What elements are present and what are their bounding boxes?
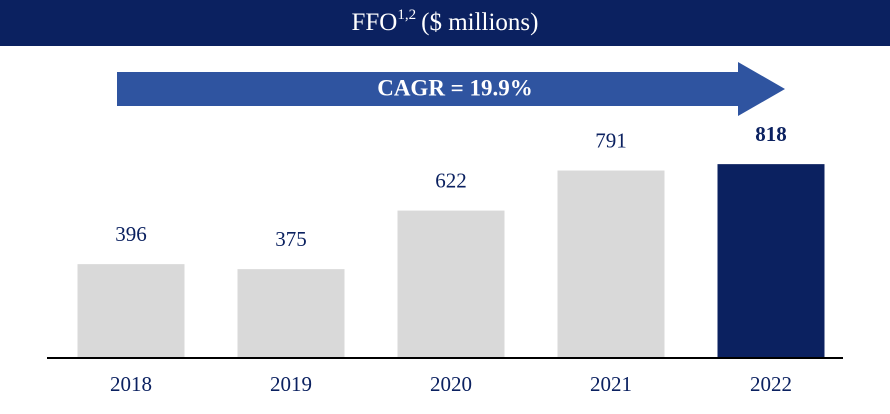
value-label: 791 (595, 128, 627, 152)
x-tick-label: 2021 (590, 372, 632, 396)
title-suffix: ($ millions) (421, 9, 538, 36)
bar (557, 170, 665, 358)
value-label: 818 (755, 122, 787, 146)
bar (237, 269, 345, 358)
bar (397, 210, 505, 358)
value-label: 375 (275, 227, 307, 251)
title-main: FFO (352, 9, 398, 36)
x-tick-label: 2022 (750, 372, 792, 396)
chart-title: FFO1,2 ($ millions) (352, 7, 539, 35)
value-label: 396 (115, 222, 147, 246)
title-superscript: 1,2 (397, 7, 416, 23)
value-label: 622 (435, 168, 467, 192)
cagr-arrow (117, 62, 785, 116)
bar (77, 264, 185, 358)
x-tick-label: 2020 (430, 372, 472, 396)
cagr-label: CAGR = 19.9% (377, 75, 533, 100)
bar (717, 164, 825, 358)
x-tick-label: 2018 (110, 372, 152, 396)
x-tick-label: 2019 (270, 372, 312, 396)
title-bar (0, 0, 890, 46)
